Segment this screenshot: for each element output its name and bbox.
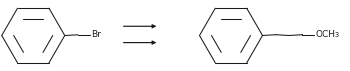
Text: OCH: OCH — [315, 30, 335, 39]
Text: 3: 3 — [334, 32, 338, 38]
Text: Br: Br — [91, 30, 101, 39]
